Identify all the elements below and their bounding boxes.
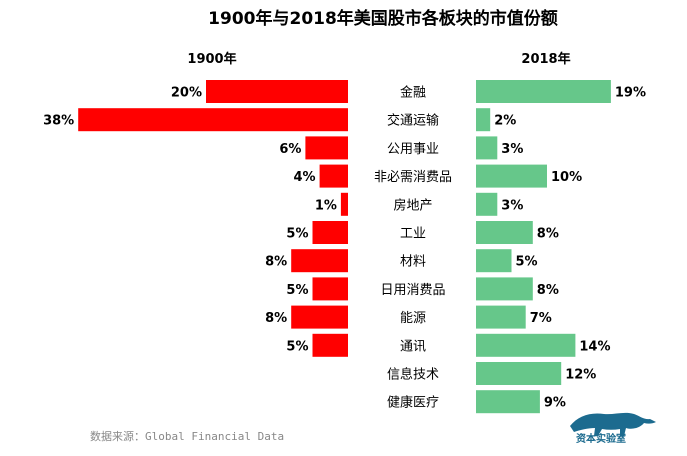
value-label-2018: 7%: [530, 311, 552, 326]
bar-2018: [476, 221, 533, 244]
category-label: 材料: [400, 255, 426, 270]
bar-1900: [206, 80, 348, 103]
category-label: 非必需消费品: [374, 170, 452, 185]
value-labels: 20% 19% 38% 2% 6% 3% 4% 10% 1% 3% 5% 8% 8% 5% 5% 8% 8% 7%…: [43, 86, 646, 411]
value-label-1900: 5%: [286, 339, 308, 354]
value-label-2018: 9%: [544, 396, 566, 411]
bar-1900: [312, 277, 348, 301]
series-name-1900: 1900年: [187, 51, 236, 67]
bar-2018: [476, 277, 533, 301]
bar-2018: [476, 80, 611, 103]
value-label-2018: 14%: [579, 339, 610, 354]
value-label-2018: 3%: [501, 142, 523, 157]
bar-2018: [476, 390, 540, 414]
leopard-icon: [570, 412, 656, 436]
value-label-2018: 8%: [537, 283, 559, 298]
value-label-2018: 3%: [501, 198, 523, 213]
bar-2018: [476, 362, 562, 385]
value-label-1900: 4%: [294, 170, 316, 185]
bar-1900: [78, 108, 348, 132]
bars-2018: [476, 80, 611, 414]
bar-2018: [476, 192, 498, 216]
value-label-1900: 5%: [286, 227, 308, 242]
value-label-2018: 10%: [551, 170, 582, 185]
bars-1900: [78, 80, 348, 357]
value-label-1900: 1%: [315, 198, 337, 213]
bar-2018: [476, 108, 491, 132]
value-label-1900: 8%: [265, 255, 287, 270]
value-label-2018: 12%: [565, 368, 596, 383]
bar-2018: [476, 305, 526, 329]
series-name-2018: 2018年: [521, 51, 570, 67]
value-label-1900: 6%: [279, 142, 301, 157]
bar-1900: [312, 221, 348, 244]
value-label-2018: 8%: [537, 227, 559, 242]
logo: 资本实验室: [570, 412, 656, 445]
bar-2018: [476, 164, 547, 188]
category-label: 交通运输: [387, 113, 439, 129]
category-label: 工业: [400, 227, 426, 242]
value-label-1900: 20%: [171, 86, 202, 101]
logo-text: 资本实验室: [576, 432, 626, 445]
bar-1900: [291, 305, 348, 329]
bar-1900: [340, 192, 348, 216]
category-label: 能源: [400, 311, 426, 326]
category-label: 通讯: [400, 339, 426, 354]
bar-2018: [476, 136, 498, 160]
category-label: 公用事业: [387, 142, 439, 157]
category-label: 健康医疗: [387, 395, 439, 411]
value-label-2018: 19%: [615, 86, 646, 101]
category-label: 信息技术: [387, 367, 439, 383]
bar-1900: [291, 249, 348, 273]
category-label: 金融: [400, 85, 426, 101]
category-label: 日用消费品: [380, 283, 445, 298]
value-label-2018: 5%: [516, 255, 538, 270]
value-label-1900: 38%: [43, 114, 74, 129]
bar-1900: [312, 333, 348, 357]
value-label-2018: 2%: [494, 114, 516, 129]
bar-1900: [319, 164, 348, 188]
chart-title: 1900年与2018年美国股市各板块的市值份额: [208, 8, 558, 29]
bar-2018: [476, 333, 576, 357]
bar-1900: [305, 136, 348, 160]
category-label: 房地产: [393, 197, 432, 213]
source-note: 数据来源：Global Financial Data: [90, 429, 284, 443]
value-label-1900: 8%: [265, 311, 287, 326]
value-label-1900: 5%: [286, 283, 308, 298]
bar-2018: [476, 249, 512, 273]
